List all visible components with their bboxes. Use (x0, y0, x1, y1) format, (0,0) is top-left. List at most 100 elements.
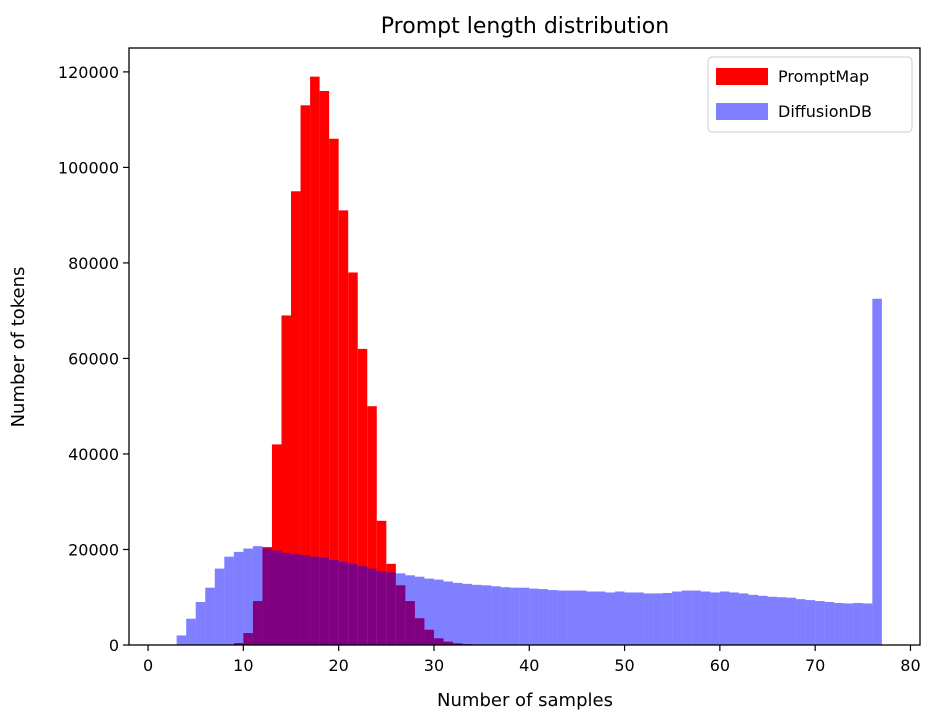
bar-diffusiondb (243, 548, 253, 645)
bar-diffusiondb (624, 592, 635, 645)
bar-diffusiondb (386, 572, 396, 645)
bar-diffusiondb (262, 548, 272, 645)
bar-diffusiondb (872, 298, 882, 645)
chart-title: Prompt length distribution (381, 14, 669, 39)
bar-diffusiondb (815, 601, 825, 645)
bar-diffusiondb (805, 600, 816, 645)
bar-diffusiondb (557, 590, 568, 645)
bar-diffusiondb (414, 576, 425, 645)
bar-diffusiondb (548, 590, 558, 645)
bar-diffusiondb (757, 595, 768, 645)
y-tick-label: 20000 (68, 540, 119, 559)
bar-diffusiondb (719, 591, 730, 645)
bar-diffusiondb (529, 588, 539, 645)
x-tick-label: 10 (233, 656, 253, 675)
bar-diffusiondb (710, 592, 720, 645)
bar-diffusiondb (538, 589, 549, 645)
x-tick-label: 20 (328, 656, 348, 675)
bar-diffusiondb (862, 603, 873, 645)
bar-diffusiondb (796, 599, 806, 645)
bar-diffusiondb (405, 575, 415, 645)
bar-diffusiondb (843, 603, 854, 645)
bar-diffusiondb (576, 590, 587, 645)
bar-diffusiondb (824, 602, 835, 645)
bar-diffusiondb (395, 573, 406, 645)
bar-diffusiondb (777, 597, 787, 645)
legend-swatch-promptmap (716, 68, 768, 85)
bar-diffusiondb (472, 584, 482, 645)
bar-diffusiondb (767, 596, 778, 645)
bar-diffusiondb (510, 587, 520, 645)
bar-diffusiondb (252, 546, 263, 645)
legend: PromptMap DiffusionDB (707, 56, 913, 133)
bar-diffusiondb (586, 591, 596, 645)
y-axis-ticks: 0 20000 40000 60000 80000 100000 120000 (58, 63, 129, 655)
bar-diffusiondb (348, 563, 358, 645)
bar-diffusiondb (453, 582, 463, 645)
bar-promptmap (348, 272, 358, 645)
bar-diffusiondb (853, 602, 863, 645)
bar-diffusiondb (195, 602, 206, 645)
bar-diffusiondb (748, 594, 758, 645)
bar-diffusiondb (662, 592, 673, 645)
y-tick-label: 60000 (68, 349, 119, 368)
plot-frame (128, 47, 921, 646)
bar-promptmap (338, 210, 349, 645)
bar-promptmap (367, 406, 377, 645)
x-axis-label: Number of samples (437, 690, 613, 711)
bar-diffusiondb (214, 568, 225, 645)
bar-diffusiondb (443, 581, 454, 645)
bar-diffusiondb (376, 570, 387, 645)
bar-promptmap (291, 191, 301, 645)
bar-diffusiondb (310, 556, 320, 645)
bar-diffusiondb (357, 566, 368, 645)
bar-diffusiondb (281, 552, 292, 645)
bar-diffusiondb (491, 586, 501, 645)
bar-diffusiondb (595, 591, 606, 645)
bar-diffusiondb (338, 561, 349, 645)
bar-diffusiondb (224, 556, 234, 645)
bar-diffusiondb (271, 550, 282, 645)
x-axis-ticks: 0 10 20 30 40 50 60 70 80 (143, 645, 921, 675)
bar-promptmap (319, 90, 330, 645)
bar-promptmap (300, 105, 311, 645)
legend-label-promptmap: PromptMap (778, 67, 869, 86)
bar-diffusiondb (672, 591, 682, 645)
x-tick-label: 60 (710, 656, 730, 675)
x-tick-label: 80 (900, 656, 920, 675)
bar-promptmap (281, 315, 292, 645)
y-tick-label: 80000 (68, 254, 119, 273)
bar-promptmap (329, 138, 339, 645)
bar-diffusiondb (433, 579, 444, 645)
legend-swatch-diffusiondb (716, 103, 768, 120)
bar-diffusiondb (691, 590, 701, 645)
bars-layer (176, 76, 882, 645)
bar-diffusiondb (176, 635, 187, 645)
x-tick-label: 70 (805, 656, 825, 675)
bar-diffusiondb (643, 593, 654, 645)
bar-promptmap (357, 348, 368, 645)
bar-diffusiondb (500, 587, 511, 645)
y-tick-label: 100000 (58, 158, 119, 177)
bar-diffusiondb (834, 602, 844, 645)
legend-label-diffusiondb: DiffusionDB (778, 102, 872, 121)
y-axis-label: Number of tokens (8, 267, 29, 428)
bar-promptmap (271, 444, 282, 645)
bar-diffusiondb (653, 593, 663, 645)
bar-diffusiondb (738, 593, 749, 645)
bar-diffusiondb (729, 592, 739, 645)
bar-diffusiondb (424, 578, 434, 645)
bar-diffusiondb (681, 590, 692, 645)
bar-diffusiondb (329, 559, 339, 645)
bar-diffusiondb (300, 555, 311, 645)
y-tick-label: 120000 (58, 63, 119, 82)
bar-diffusiondb (567, 590, 577, 645)
x-tick-label: 30 (424, 656, 444, 675)
bar-diffusiondb (786, 597, 797, 645)
x-tick-label: 0 (143, 656, 153, 675)
bar-diffusiondb (615, 591, 625, 645)
bar-diffusiondb (205, 587, 215, 645)
bar-promptmap (310, 76, 320, 645)
bar-diffusiondb (186, 618, 196, 645)
